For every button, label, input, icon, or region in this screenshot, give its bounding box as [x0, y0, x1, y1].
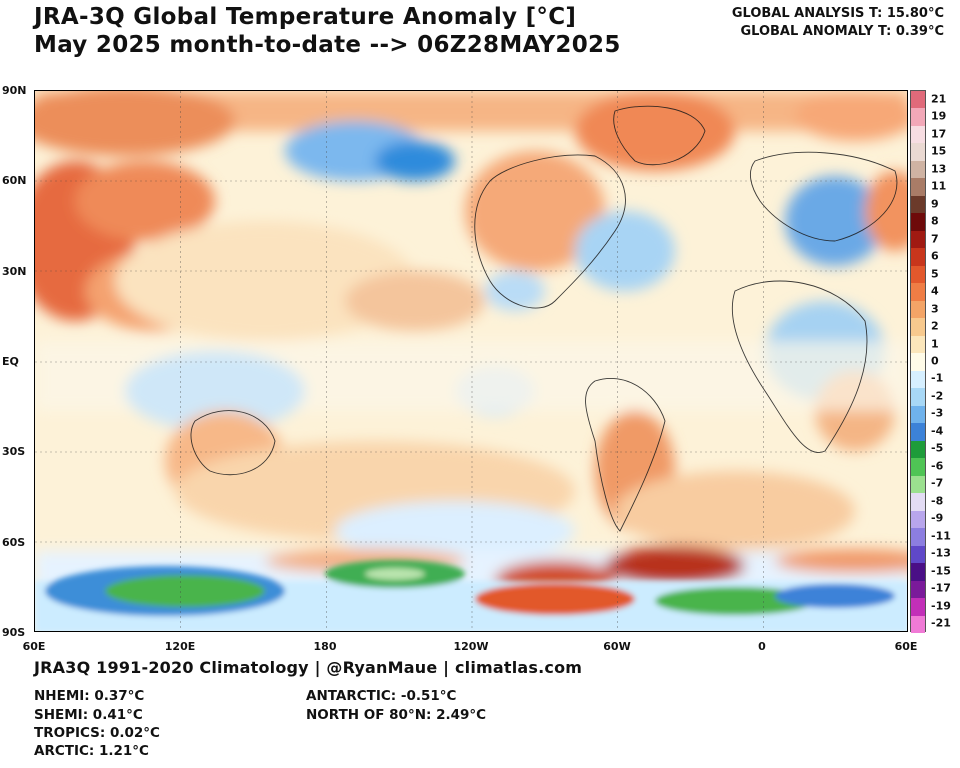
colorbar-segment [911, 493, 925, 512]
colorbar-segment [911, 143, 925, 162]
colorbar-segment [911, 598, 925, 616]
lat-label-90n: 90N [2, 84, 27, 97]
colorbar-segment [911, 213, 925, 232]
colorbar-label: -1 [931, 371, 944, 385]
colorbar-segment [911, 265, 925, 284]
colorbar-label: 0 [931, 354, 939, 368]
colorbar-segment [911, 283, 925, 302]
colorbar-label: 6 [931, 249, 939, 263]
colorbar-label: -6 [931, 459, 944, 473]
colorbar-label: 19 [931, 109, 947, 123]
lon-label-120e: 120E [164, 640, 196, 653]
colorbar-segment [911, 440, 925, 459]
colorbar-label: 8 [931, 214, 939, 228]
lat-label-30s: 30S [2, 445, 26, 458]
colorbar-segment [911, 160, 925, 179]
colorbar-segment [911, 388, 925, 407]
colorbar-label: -9 [931, 511, 944, 525]
stat-tropics: TROPICS: 0.02°C [34, 725, 160, 741]
colorbar-label: -13 [931, 546, 951, 560]
lon-label-120w: 120W [453, 640, 489, 653]
colorbar-segment [911, 563, 925, 582]
colorbar-label: -15 [931, 564, 951, 578]
colorbar-label: -7 [931, 476, 944, 490]
stat-shemi: SHEMI: 0.41°C [34, 707, 143, 723]
stat-north-of-80n: NORTH OF 80°N: 2.49°C [306, 707, 487, 723]
colorbar-label: -8 [931, 494, 944, 508]
global-anomaly-value: GLOBAL ANOMALY T: 0.39°C [740, 24, 944, 39]
colorbar-label: 5 [931, 267, 939, 281]
lon-label-0: 0 [758, 640, 766, 653]
lat-label-30n: 30N [2, 265, 27, 278]
map-title: JRA-3Q Global Temperature Anomaly [°C] [34, 4, 577, 30]
colorbar-segment [911, 300, 925, 319]
climatology-credit: JRA3Q 1991-2020 Climatology | @RyanMaue … [34, 658, 583, 677]
lon-label-60e-right: 60E [894, 640, 918, 653]
lat-label-90s: 90S [2, 626, 26, 639]
colorbar-label: 9 [931, 197, 939, 211]
colorbar-label: 3 [931, 302, 939, 316]
colorbar-segment [911, 230, 925, 249]
stat-nhemi: NHEMI: 0.37°C [34, 688, 145, 704]
colorbar-segment [911, 353, 925, 372]
colorbar-segment [911, 91, 925, 109]
temperature-anomaly-map [34, 90, 908, 632]
global-analysis-value: GLOBAL ANALYSIS T: 15.80°C [731, 6, 944, 21]
colorbar-segment [911, 423, 925, 442]
colorbar-segment [911, 335, 925, 354]
colorbar-segment [911, 580, 925, 599]
colorbar-label: -5 [931, 441, 944, 455]
lat-label-60s: 60S [2, 536, 26, 549]
lon-label-60w: 60W [603, 640, 631, 653]
lat-label-eq: EQ [2, 355, 19, 368]
colorbar-segment [911, 405, 925, 424]
colorbar-label: 11 [931, 179, 947, 193]
colorbar-label: -2 [931, 389, 944, 403]
colorbar-segment [911, 108, 925, 127]
colorbar-segment [911, 615, 925, 634]
colorbar-label: 7 [931, 232, 939, 246]
colorbar-label: -4 [931, 424, 944, 438]
colorbar-segment [911, 545, 925, 564]
colorbar-segment [911, 195, 925, 214]
colorbar-label: 21 [931, 92, 947, 106]
colorbar-label: 17 [931, 127, 947, 141]
lat-label-60n: 60N [2, 174, 27, 187]
colorbar-segment [911, 318, 925, 337]
stat-arctic: ARCTIC: 1.21°C [34, 743, 149, 759]
colorbar-segment [911, 510, 925, 529]
colorbar-segment [911, 248, 925, 267]
colorbar [910, 90, 926, 634]
colorbar-segment [911, 475, 925, 494]
colorbar-segment [911, 528, 925, 547]
colorbar-label: 13 [931, 162, 947, 176]
map-subtitle: May 2025 month-to-date --> 06Z28MAY2025 [34, 32, 621, 58]
lon-label-60e-left: 60E [22, 640, 46, 653]
colorbar-segment [911, 370, 925, 389]
colorbar-label: -21 [931, 616, 951, 630]
colorbar-label: 1 [931, 337, 939, 351]
colorbar-label: -17 [931, 581, 951, 595]
lon-label-180: 180 [313, 640, 337, 653]
colorbar-label: 15 [931, 144, 947, 158]
colorbar-label: 2 [931, 319, 939, 333]
colorbar-label: -3 [931, 406, 944, 420]
colorbar-segment [911, 458, 925, 477]
colorbar-label: -11 [931, 529, 951, 543]
stat-antarctic: ANTARCTIC: -0.51°C [306, 688, 457, 704]
colorbar-label: -19 [931, 599, 951, 613]
colorbar-segment [911, 125, 925, 144]
colorbar-label: 4 [931, 284, 939, 298]
colorbar-segment [911, 178, 925, 197]
